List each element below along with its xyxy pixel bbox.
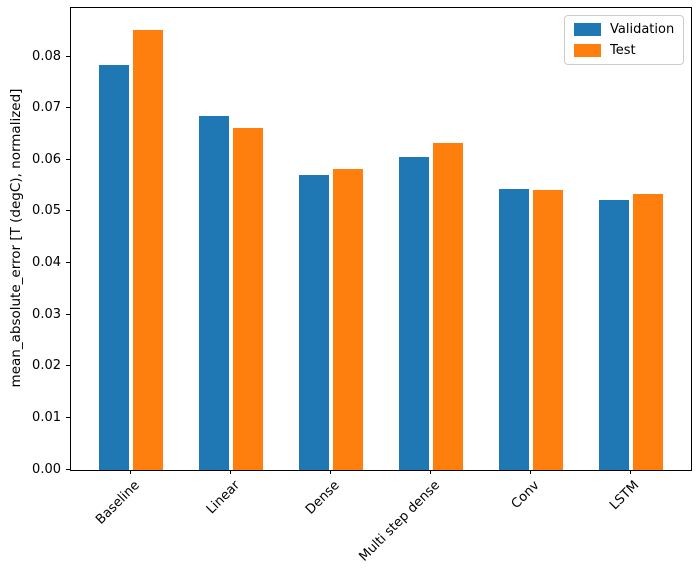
x-tick-label-dense: Dense <box>302 478 343 518</box>
test-swatch-icon <box>574 44 601 57</box>
y-tick-label-0.08: 0.08 <box>32 48 61 64</box>
bar-test-conv <box>533 190 563 470</box>
bar-test-baseline <box>133 30 163 470</box>
bar-validation-lstm <box>599 199 629 470</box>
y-tick-label-0.01: 0.01 <box>32 409 61 425</box>
legend-label-test: Test <box>610 43 636 58</box>
x-tick-label-lstm: LSTM <box>607 478 643 514</box>
legend-entry-validation: Validation <box>574 22 674 37</box>
bar-test-dense <box>333 169 363 470</box>
x-tick-label-linear: Linear <box>203 478 243 518</box>
legend: Validation Test <box>564 15 685 65</box>
plot-area <box>70 7 692 471</box>
bar-validation-conv <box>499 188 529 470</box>
x-tick-label-multi-step-dense: Multi step dense <box>356 478 443 565</box>
y-axis-label: mean_absolute_error [T (degC), normalize… <box>8 88 24 388</box>
bar-test-linear <box>233 127 263 470</box>
legend-entry-test: Test <box>574 43 674 58</box>
x-tick-label-baseline: Baseline <box>93 478 143 528</box>
y-tick-label-0.00: 0.00 <box>32 461 61 477</box>
bar-test-lstm <box>633 194 663 470</box>
bar-validation-dense <box>299 175 329 470</box>
bar-test-multi-step-dense <box>433 142 463 470</box>
bar-validation-baseline <box>99 64 129 470</box>
bar-validation-multi-step-dense <box>399 157 429 470</box>
bar-validation-linear <box>199 115 229 470</box>
legend-label-validation: Validation <box>610 22 675 37</box>
x-tick-label-conv: Conv <box>508 478 543 512</box>
validation-swatch-icon <box>574 23 601 36</box>
